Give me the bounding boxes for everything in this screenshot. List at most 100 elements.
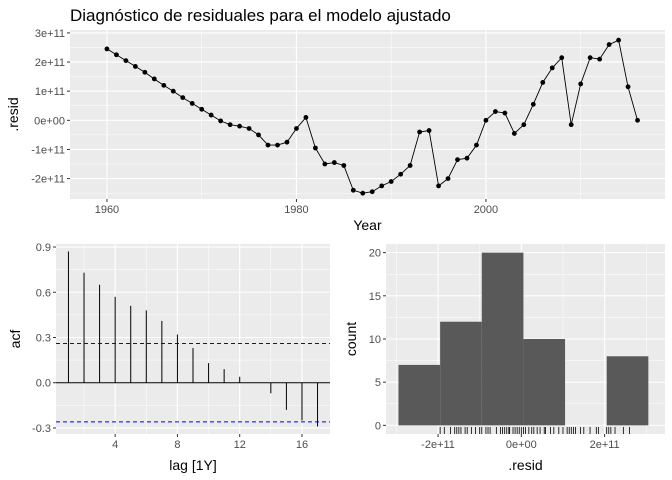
y-tick-label: 1e+11 bbox=[35, 86, 65, 98]
residual-point bbox=[132, 64, 138, 69]
residual-point bbox=[227, 122, 233, 128]
x-tick-label: 16 bbox=[296, 439, 308, 451]
x-tick-label: 2000 bbox=[474, 204, 498, 216]
residual-point bbox=[464, 155, 470, 161]
residual-point bbox=[625, 84, 631, 90]
residual-point bbox=[161, 82, 167, 88]
x-tick-label: 8 bbox=[174, 439, 180, 451]
residual-point bbox=[521, 122, 527, 128]
y-tick-label: 5 bbox=[375, 377, 381, 389]
residual-point bbox=[237, 123, 242, 129]
residual-point bbox=[322, 161, 328, 167]
residual-point bbox=[331, 160, 337, 165]
residual-point bbox=[341, 163, 347, 168]
residual-point bbox=[388, 179, 394, 184]
residual-point bbox=[379, 183, 385, 189]
x-tick-label: 4 bbox=[112, 439, 118, 451]
histogram-bar bbox=[606, 356, 649, 426]
y-axis-label: count bbox=[343, 322, 359, 356]
residual-point bbox=[635, 117, 640, 123]
y-tick-label: 10 bbox=[369, 334, 381, 346]
histogram-bar bbox=[398, 364, 441, 426]
x-axis-label: lag [1Y] bbox=[169, 457, 216, 473]
histogram-bar bbox=[440, 321, 482, 426]
y-tick-label: 0.3 bbox=[36, 332, 51, 344]
y-tick-label: -1e+11 bbox=[31, 144, 65, 156]
residual-point bbox=[104, 46, 110, 52]
residual-point bbox=[284, 139, 290, 145]
residual-point bbox=[275, 142, 280, 148]
residual-point bbox=[246, 126, 252, 131]
residual-point bbox=[616, 37, 621, 43]
y-axis-label: .resid bbox=[5, 97, 21, 131]
residual-point bbox=[540, 80, 546, 85]
residual-point bbox=[530, 101, 536, 107]
residual-histogram-panel: -2e+11 0e+00 2e+11 0 5 10 15 20 .resid count bbox=[343, 244, 665, 473]
residual-point bbox=[123, 58, 129, 63]
y-tick-label: 15 bbox=[369, 291, 381, 303]
residual-point bbox=[398, 171, 404, 177]
residual-point bbox=[511, 131, 517, 136]
y-tick-label: 3e+11 bbox=[35, 28, 65, 40]
residual-point bbox=[265, 142, 271, 148]
residual-point bbox=[407, 163, 413, 168]
y-tick-label: -0.3 bbox=[32, 423, 51, 435]
x-tick-label: 0e+00 bbox=[506, 439, 537, 451]
residual-point bbox=[199, 106, 205, 112]
histogram-bar bbox=[523, 339, 566, 426]
x-axis-label: Year bbox=[353, 217, 382, 233]
plot-background bbox=[56, 244, 330, 434]
residual-point bbox=[559, 55, 565, 61]
residual-point bbox=[597, 56, 603, 62]
y-tick-label: 0e+00 bbox=[34, 115, 65, 127]
plot-background bbox=[70, 30, 665, 199]
y-tick-label: 0.9 bbox=[36, 242, 51, 254]
residual-point bbox=[369, 189, 375, 195]
y-tick-label: 20 bbox=[369, 248, 381, 260]
residual-point bbox=[189, 101, 195, 106]
y-tick-label: 0.6 bbox=[36, 287, 51, 299]
residual-point bbox=[578, 81, 584, 87]
residual-point bbox=[256, 132, 261, 138]
x-tick-label: 2e+11 bbox=[590, 439, 620, 451]
residual-point bbox=[218, 118, 224, 124]
y-tick-label: 0 bbox=[375, 420, 381, 432]
residual-point bbox=[483, 117, 489, 123]
residual-point bbox=[445, 176, 451, 182]
residual-point bbox=[151, 76, 157, 82]
residual-point bbox=[170, 88, 176, 94]
y-tick-label: 0.0 bbox=[36, 378, 51, 390]
chart-title: Diagnóstico de residuales para el modelo… bbox=[70, 6, 451, 25]
residual-point bbox=[436, 183, 441, 189]
x-tick-label: 12 bbox=[234, 439, 246, 451]
residual-point bbox=[294, 126, 299, 131]
x-axis-label: .resid bbox=[508, 457, 542, 473]
residual-point bbox=[606, 42, 612, 47]
residual-point bbox=[303, 115, 309, 120]
residual-point bbox=[493, 109, 498, 114]
residual-point bbox=[587, 55, 593, 61]
acf-panel: 4 8 12 16 -0.3 0.0 0.3 0.6 0.9 lag [1Y] acf bbox=[7, 242, 330, 473]
residual-point bbox=[350, 187, 356, 193]
residual-point bbox=[455, 157, 460, 163]
residual-point bbox=[312, 145, 318, 151]
residual-point bbox=[208, 112, 214, 118]
residual-point bbox=[142, 69, 148, 75]
residual-time-series-panel: 1960 1980 2000 -2e+11 -1e+11 0e+00 1e+11 2e+11 3… bbox=[5, 28, 665, 233]
residual-point bbox=[568, 122, 574, 128]
x-tick-label: 1960 bbox=[95, 204, 119, 216]
residual-point bbox=[549, 65, 555, 71]
residual-point bbox=[417, 129, 423, 135]
x-tick-label: 1980 bbox=[284, 204, 308, 216]
residual-point bbox=[180, 95, 186, 100]
y-axis-label: acf bbox=[7, 330, 23, 349]
residual-point bbox=[474, 142, 479, 148]
residual-point bbox=[426, 128, 432, 133]
residual-point bbox=[502, 110, 508, 116]
histogram-bar bbox=[481, 252, 524, 426]
residual-point bbox=[360, 190, 366, 196]
y-tick-label: 2e+11 bbox=[35, 57, 65, 69]
x-tick-label: -2e+11 bbox=[421, 439, 455, 451]
residual-point bbox=[114, 52, 119, 58]
